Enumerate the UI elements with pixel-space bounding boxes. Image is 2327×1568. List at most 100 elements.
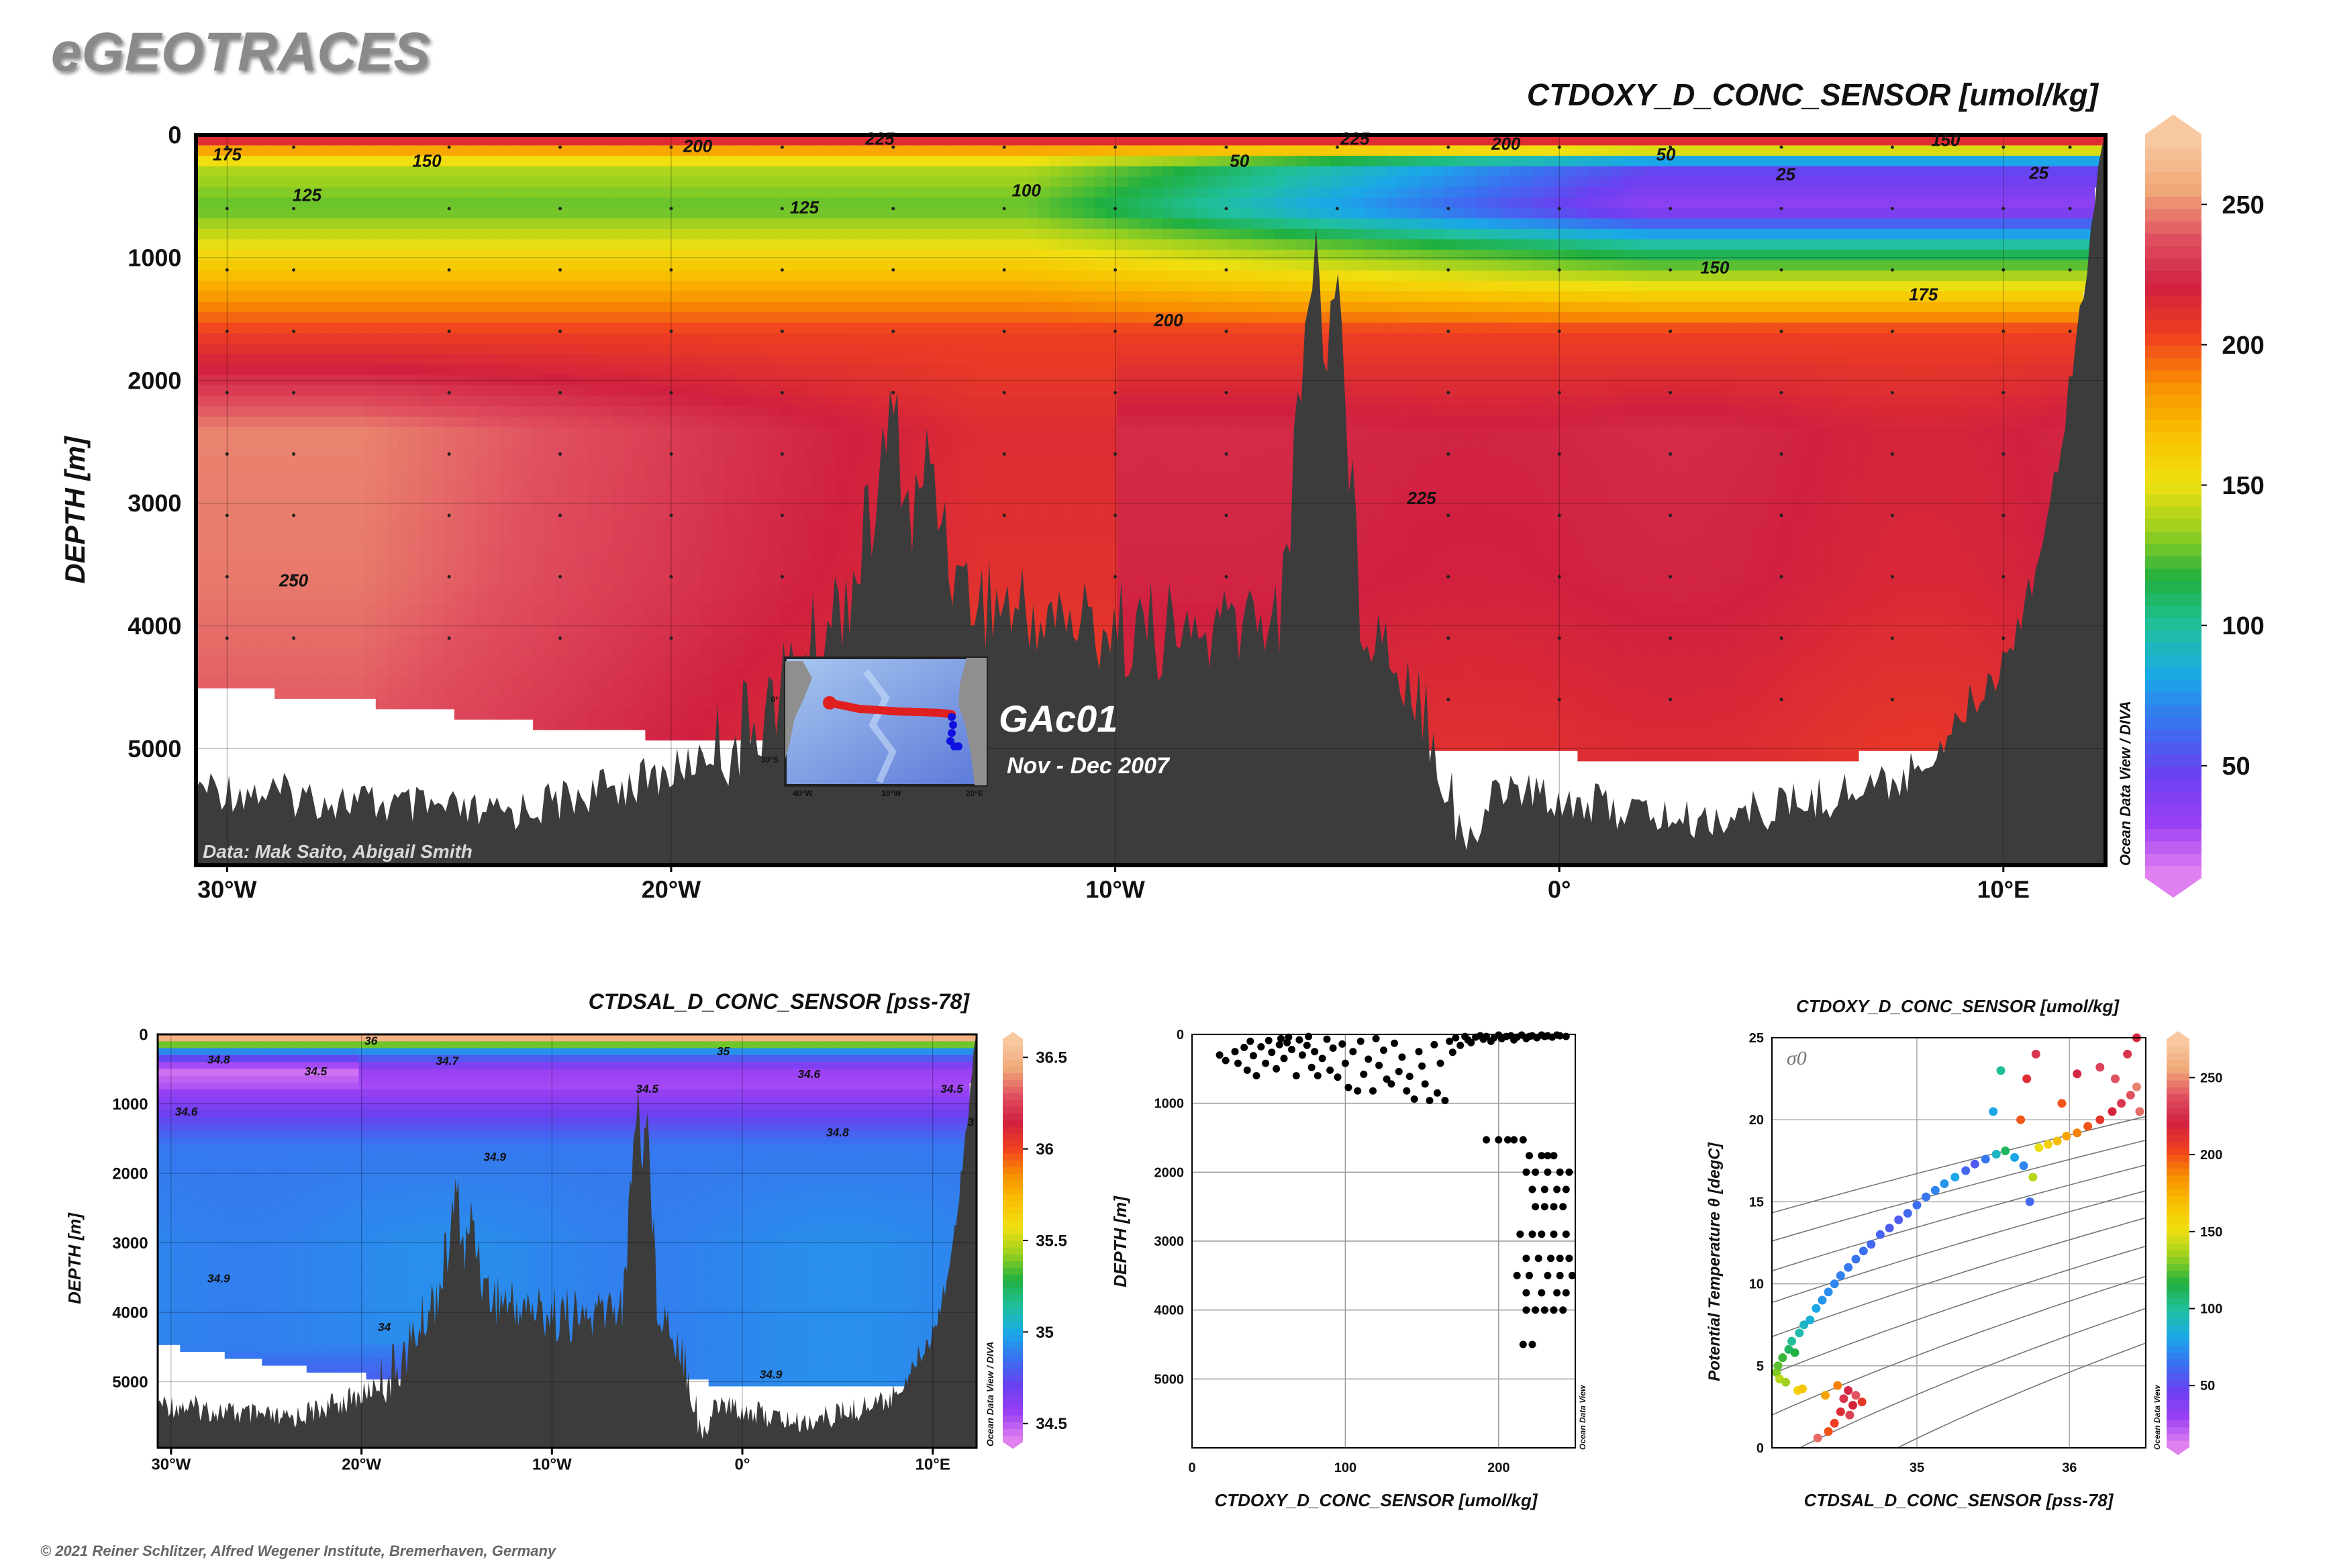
field-cell: [1095, 385, 1107, 396]
field-cell: [803, 396, 815, 407]
field-cell: [589, 677, 601, 688]
field-cell: [533, 260, 545, 271]
field-cell: [915, 385, 927, 396]
field-cell: [668, 417, 680, 428]
field-cell: [601, 604, 613, 615]
field-cell: [813, 562, 826, 573]
field-cell: [713, 323, 725, 334]
field-cell: [207, 562, 219, 573]
field-cell: [353, 291, 365, 302]
field-cell: [1005, 448, 1017, 458]
field-cell: [466, 312, 478, 323]
field-cell: [331, 208, 343, 219]
field-cell: [286, 271, 298, 281]
field-cell: [387, 626, 399, 636]
field-cell: [263, 177, 275, 187]
field-cell: [286, 626, 298, 636]
field-cell: [601, 271, 613, 281]
field-cell: [701, 656, 713, 667]
field-cell: [263, 291, 275, 302]
field-cell: [387, 229, 399, 240]
field-cell: [634, 698, 646, 709]
field-cell: [364, 521, 377, 532]
field-cell: [656, 302, 669, 313]
field-cell: [331, 187, 343, 198]
field-cell: [241, 521, 253, 532]
field-cell: [971, 427, 983, 438]
field-cell: [601, 281, 613, 292]
field-cell: [319, 229, 332, 240]
field-cell: [791, 302, 803, 313]
field-cell: [601, 406, 613, 417]
field-cell: [511, 385, 523, 396]
field-cell: [297, 229, 309, 240]
field-cell: [1128, 396, 1140, 407]
field-cell: [791, 385, 803, 396]
field-cell: [735, 417, 747, 428]
field-cell: [713, 281, 725, 292]
field-cell: [252, 156, 264, 166]
field-cell: [566, 521, 579, 532]
field-cell: [993, 521, 1005, 532]
field-cell: [769, 250, 781, 260]
field-cell: [634, 156, 646, 166]
field-cell: [533, 156, 545, 166]
field-cell: [1038, 333, 1050, 344]
field-cell: [566, 229, 579, 240]
field-cell: [623, 312, 635, 323]
field-cell: [533, 406, 545, 417]
field-cell: [1005, 156, 1017, 166]
field-cell: [679, 197, 691, 208]
field-cell: [263, 542, 275, 552]
field-cell: [679, 677, 691, 688]
field-cell: [319, 208, 332, 219]
field-cell: [1106, 562, 1118, 573]
field-cell: [376, 573, 388, 584]
field-cell: [758, 636, 770, 646]
field-cell: [758, 542, 770, 552]
field-cell: [1151, 291, 1163, 302]
field-cell: [724, 573, 736, 584]
field-cell: [1095, 197, 1107, 208]
field-cell: [679, 500, 691, 511]
field-cell: [938, 417, 950, 428]
field-cell: [983, 177, 995, 187]
field-cell: [488, 166, 500, 177]
field-cell: [1027, 521, 1039, 532]
field-cell: [286, 427, 298, 438]
field-cell: [522, 364, 534, 375]
field-cell: [398, 166, 410, 177]
field-cell: [601, 229, 613, 240]
field-cell: [443, 677, 455, 688]
field-cell: [488, 677, 500, 688]
field-cell: [466, 396, 478, 407]
field-cell: [870, 385, 882, 396]
field-cell: [252, 573, 264, 584]
field-cell: [488, 177, 500, 187]
field-cell: [342, 218, 354, 229]
field-cell: [993, 532, 1005, 542]
field-cell: [275, 448, 287, 458]
field-cell: [499, 438, 511, 448]
field-cell: [1140, 208, 1152, 219]
field-cell: [893, 239, 905, 250]
field-cell: [1106, 291, 1118, 302]
field-cell: [219, 532, 231, 542]
field-cell: [230, 344, 242, 354]
field-cell: [364, 615, 377, 626]
field-cell: [319, 626, 332, 636]
field-cell: [758, 197, 770, 208]
field-cell: [409, 312, 422, 323]
field-cell: [960, 166, 972, 177]
field-cell: [387, 302, 399, 313]
field-cell: [611, 146, 624, 156]
field-cell: [938, 354, 950, 364]
field-cell: [1072, 208, 1084, 219]
field-cell: [601, 479, 613, 490]
field-cell: [1027, 344, 1039, 354]
field-cell: [960, 239, 972, 250]
field-cell: [511, 552, 523, 563]
field-cell: [219, 552, 231, 563]
field-cell: [948, 552, 960, 563]
field-cell: [858, 406, 871, 417]
